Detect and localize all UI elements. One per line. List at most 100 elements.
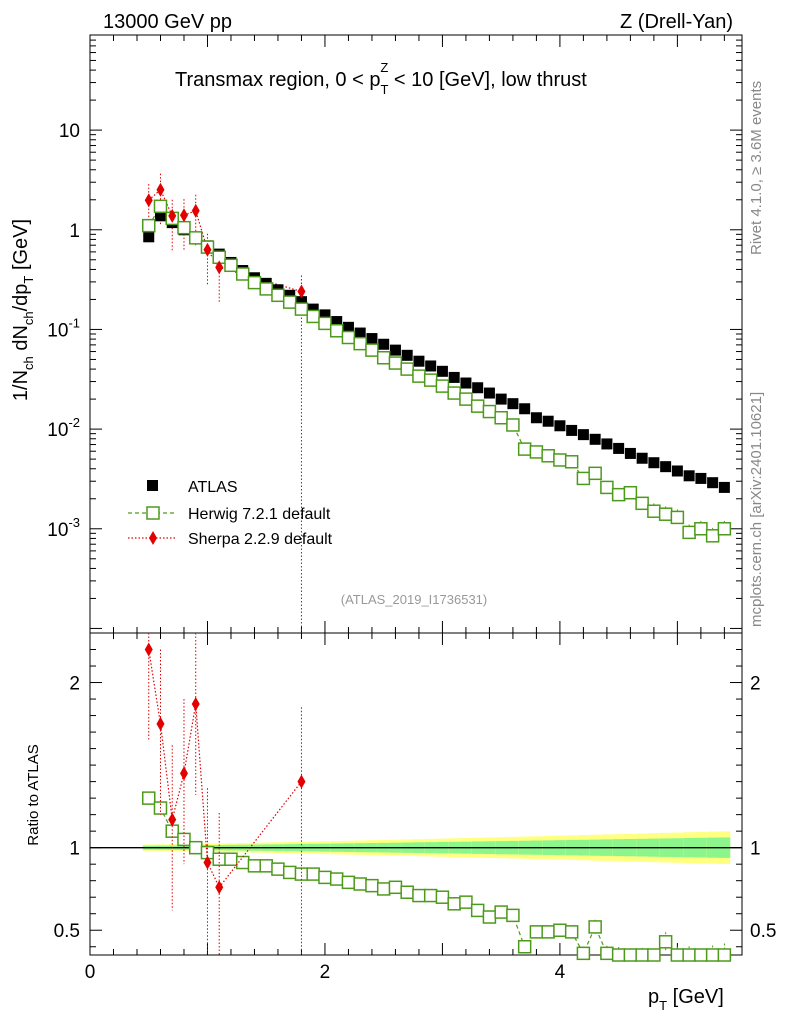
herwig-ratio-point bbox=[506, 908, 520, 923]
data-marks bbox=[141, 173, 732, 962]
herwig-point bbox=[412, 369, 426, 383]
herwig-ratio-point bbox=[376, 882, 391, 896]
atlas-point bbox=[389, 344, 401, 356]
herwig-ratio-point bbox=[412, 888, 426, 903]
y-tick-label-main: 10-2 bbox=[47, 415, 80, 441]
x-tick-label: 0 bbox=[85, 962, 96, 983]
herwig-point bbox=[705, 529, 720, 543]
atlas-point bbox=[613, 442, 625, 454]
herwig-point bbox=[341, 330, 356, 345]
herwig-point bbox=[224, 258, 238, 273]
herwig-ratio-point bbox=[600, 946, 614, 961]
herwig-ratio-point bbox=[541, 925, 555, 939]
herwig-point bbox=[235, 267, 250, 281]
herwig-point bbox=[318, 316, 332, 331]
analysis-id: (ATLAS_2019_I1736531) bbox=[341, 592, 487, 607]
x-tick-label: 2 bbox=[320, 962, 331, 983]
herwig-point bbox=[694, 522, 708, 536]
herwig-ratio-point bbox=[447, 897, 461, 911]
legend-herwig-marker bbox=[146, 506, 160, 520]
y-tick-label-main: 10 bbox=[59, 121, 80, 142]
herwig-ratio-point bbox=[341, 875, 356, 890]
herwig-point bbox=[353, 336, 367, 351]
sherpa-point bbox=[144, 193, 153, 208]
herwig-point bbox=[329, 324, 344, 338]
atlas-point bbox=[519, 403, 531, 415]
herwig-point bbox=[188, 231, 203, 245]
sherpa-ratio-point bbox=[191, 697, 200, 712]
herwig-point bbox=[153, 199, 168, 214]
herwig-ratio-line bbox=[148, 797, 725, 956]
atlas-point bbox=[683, 470, 695, 482]
atlas-point bbox=[695, 472, 707, 484]
atlas-point bbox=[671, 465, 683, 477]
xlabel: pT [GeV] bbox=[648, 986, 724, 1013]
ylabel-ratio: Ratio to ATLAS bbox=[25, 744, 42, 845]
herwig-point bbox=[482, 404, 497, 419]
sherpa-point bbox=[156, 182, 165, 197]
herwig-point bbox=[282, 295, 297, 309]
sherpa-ratio-point bbox=[168, 812, 177, 827]
sherpa-point bbox=[297, 284, 306, 299]
sherpa-ratio-point bbox=[203, 855, 212, 870]
herwig-point bbox=[564, 455, 579, 469]
herwig-point bbox=[177, 220, 191, 235]
sherpa-ratio-point bbox=[156, 716, 165, 731]
y-tick-label-ratio: 2 bbox=[69, 674, 80, 695]
herwig-ratio-point bbox=[623, 948, 638, 962]
sherpa-ratio-point bbox=[297, 774, 306, 789]
ylabel-main: 1/Nch dNch/dpT [GeV] bbox=[10, 219, 36, 401]
atlas-point bbox=[648, 457, 660, 469]
herwig-point bbox=[635, 496, 649, 511]
y-tick-label-main: 1 bbox=[69, 221, 80, 242]
atlas-point bbox=[436, 365, 448, 377]
legend-sherpa-marker bbox=[149, 531, 157, 545]
atlas-point bbox=[284, 289, 296, 301]
herwig-ratio-point bbox=[705, 948, 720, 962]
herwig-point bbox=[611, 487, 626, 502]
herwig-ratio-point bbox=[282, 865, 297, 880]
herwig-ratio-point bbox=[717, 948, 732, 962]
side-rivet: Rivet 4.1.0, ≥ 3.6M events bbox=[748, 81, 765, 255]
herwig-ratio-point bbox=[459, 895, 473, 909]
herwig-point bbox=[271, 288, 285, 303]
sherpa-point bbox=[191, 203, 200, 218]
atlas-point bbox=[542, 415, 554, 427]
herwig-ratio-point bbox=[423, 888, 438, 903]
herwig-ratio-point bbox=[588, 920, 602, 934]
herwig-point bbox=[388, 356, 403, 370]
atlas-point bbox=[413, 355, 425, 367]
atlas-point bbox=[366, 333, 378, 345]
herwig-ratio-point bbox=[329, 872, 344, 886]
atlas-point bbox=[448, 371, 460, 383]
herwig-ratio-point bbox=[576, 946, 591, 961]
herwig-ratio-point bbox=[482, 910, 497, 924]
herwig-point bbox=[506, 418, 520, 432]
herwig-point bbox=[553, 453, 567, 467]
herwig-ratio-point bbox=[294, 867, 309, 881]
herwig-ratio-point bbox=[470, 903, 485, 918]
atlas-point bbox=[589, 433, 601, 445]
herwig-ratio-point bbox=[365, 878, 379, 893]
herwig-ratio-point bbox=[306, 867, 320, 881]
sherpa-ratio-line bbox=[148, 649, 302, 889]
herwig-point bbox=[682, 525, 696, 540]
herwig-ratio-point bbox=[259, 859, 273, 873]
herwig-ratio-point bbox=[188, 840, 203, 855]
herwig-ratio-point bbox=[670, 948, 685, 962]
legend-herwig: Herwig 7.2.1 default bbox=[188, 506, 331, 523]
ratio-frame bbox=[89, 632, 743, 956]
herwig-point bbox=[623, 485, 638, 500]
legend: ATLAS Herwig 7.2.1 default Sherpa 2.2.9 … bbox=[128, 479, 333, 548]
atlas-point bbox=[554, 420, 566, 432]
herwig-ratio-point bbox=[529, 925, 544, 939]
herwig-point bbox=[400, 362, 414, 376]
side-mcplots: mcplots.cern.ch [arXiv:2401.10621] bbox=[748, 392, 765, 627]
herwig-point bbox=[517, 442, 532, 456]
herwig-point bbox=[541, 449, 555, 463]
atlas-point bbox=[707, 477, 719, 489]
herwig-ratio-point bbox=[494, 905, 508, 919]
herwig-point bbox=[435, 379, 450, 393]
atlas-point bbox=[354, 327, 366, 339]
